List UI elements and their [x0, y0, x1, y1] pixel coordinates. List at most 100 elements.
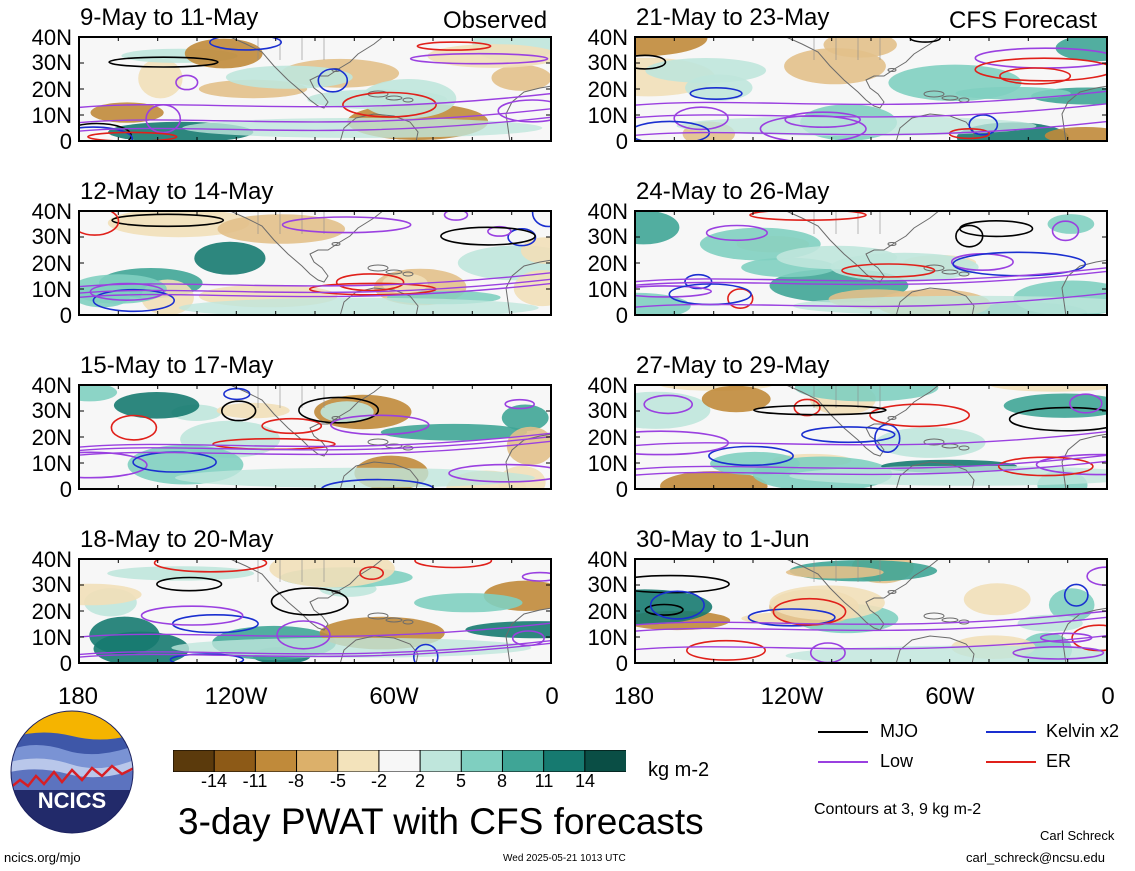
pwat-anomaly — [93, 631, 190, 664]
contour-line — [335, 273, 405, 292]
pwat-anomaly — [1047, 214, 1095, 234]
contour-line — [1012, 646, 1105, 660]
lat-label: 0 — [615, 651, 628, 676]
lat-label: 20N — [587, 77, 628, 102]
coastline — [923, 438, 945, 446]
colorbar-label: -2 — [370, 771, 388, 791]
colorbar-label: 11 — [534, 771, 554, 791]
coastline — [505, 85, 552, 142]
coastline — [402, 271, 414, 277]
pwat-anomaly — [269, 558, 395, 588]
coastline — [923, 90, 945, 98]
panel-title: 24-May to 26-May — [636, 178, 830, 205]
lat-label: 40N — [587, 199, 628, 224]
coastline — [385, 269, 403, 275]
contour-line — [78, 210, 120, 236]
pwat-anomaly — [506, 426, 552, 466]
lat-label: 0 — [59, 129, 72, 154]
lat-label: 0 — [615, 477, 628, 502]
lon-label: 0 — [1101, 683, 1115, 710]
lat-label: 10N — [31, 277, 72, 302]
contour-line — [634, 292, 1108, 308]
contour-line — [531, 210, 552, 228]
colorbar-swatch — [173, 750, 216, 772]
contour-line — [634, 103, 1108, 119]
coastline — [895, 287, 975, 316]
contour-line — [634, 270, 1108, 286]
footer-email: carl_schreck@ncsu.edu — [966, 850, 1105, 865]
coastline — [895, 461, 975, 490]
coastline — [339, 113, 419, 142]
contour-line — [974, 57, 1108, 82]
colorbar-swatch — [337, 750, 380, 772]
lat-label: 0 — [59, 477, 72, 502]
pwat-anomaly — [178, 297, 539, 316]
contour-line — [413, 643, 439, 664]
lat-label: 20N — [31, 599, 72, 624]
coastline — [941, 269, 959, 275]
pwat-anomaly — [184, 38, 263, 69]
colorbar-swatch — [584, 750, 626, 772]
pwat-anomaly — [1055, 36, 1108, 62]
ncics-logo — [10, 710, 134, 834]
panel-title: 18-May to 20-May — [80, 526, 274, 553]
contour-line — [1035, 453, 1108, 476]
contour-line — [78, 639, 552, 656]
panel-p3 — [78, 210, 552, 316]
coastline — [331, 590, 341, 594]
colorbar-swatch — [254, 750, 298, 772]
lon-label: 120W — [760, 683, 824, 710]
contour-line — [869, 403, 970, 428]
coastline — [367, 612, 389, 620]
coastline — [1061, 85, 1108, 142]
contour-line — [78, 642, 552, 658]
panel-title: 12-May to 14-May — [80, 178, 274, 205]
pwat-anomaly — [963, 583, 1031, 616]
pwat-anomaly — [645, 58, 767, 83]
coastline — [887, 68, 897, 72]
contour-line — [685, 639, 767, 661]
coastline — [1061, 433, 1108, 490]
contour-line — [968, 114, 999, 136]
coastline — [367, 264, 389, 272]
coastline — [385, 95, 403, 101]
coastline — [783, 558, 941, 631]
contour-line — [634, 616, 1108, 632]
colorbar-swatch — [213, 750, 257, 772]
pwat-anomaly — [216, 402, 290, 419]
coastline — [227, 36, 385, 109]
legend-line-low — [818, 761, 868, 763]
pwat-anomaly — [194, 241, 266, 275]
contour-line — [414, 558, 493, 569]
colorbar-label: -14 — [200, 771, 228, 791]
lat-label: 10N — [587, 103, 628, 128]
colorbar-label: 8 — [496, 771, 508, 791]
panel-p5 — [78, 384, 552, 490]
coastline — [887, 590, 897, 594]
contour-line — [634, 285, 712, 298]
colorbar-label: 5 — [455, 771, 467, 791]
pwat-anomaly — [710, 451, 800, 476]
pwat-anomaly — [676, 115, 1037, 136]
colorbar-label: 2 — [414, 771, 426, 791]
contour-line — [409, 52, 549, 65]
coastline — [339, 287, 419, 316]
legend-label-mjo: MJO — [880, 721, 918, 741]
coastline — [385, 617, 403, 623]
colorbar-swatch — [419, 750, 463, 772]
contour-line — [78, 126, 134, 142]
panel-p2 — [634, 36, 1108, 142]
coastline — [227, 558, 385, 631]
contour-line — [443, 210, 469, 221]
contour-line — [874, 423, 901, 454]
lat-label: 0 — [59, 303, 72, 328]
lat-label: 30N — [587, 50, 628, 75]
pwat-anomaly — [875, 427, 986, 458]
pwat-anomaly — [634, 292, 691, 316]
contour-line — [298, 396, 380, 424]
contour-line — [999, 67, 1072, 85]
contour-line — [156, 576, 223, 592]
lon-label: 0 — [545, 683, 559, 710]
pwat-anomaly — [776, 245, 898, 270]
contour-line — [281, 216, 412, 234]
